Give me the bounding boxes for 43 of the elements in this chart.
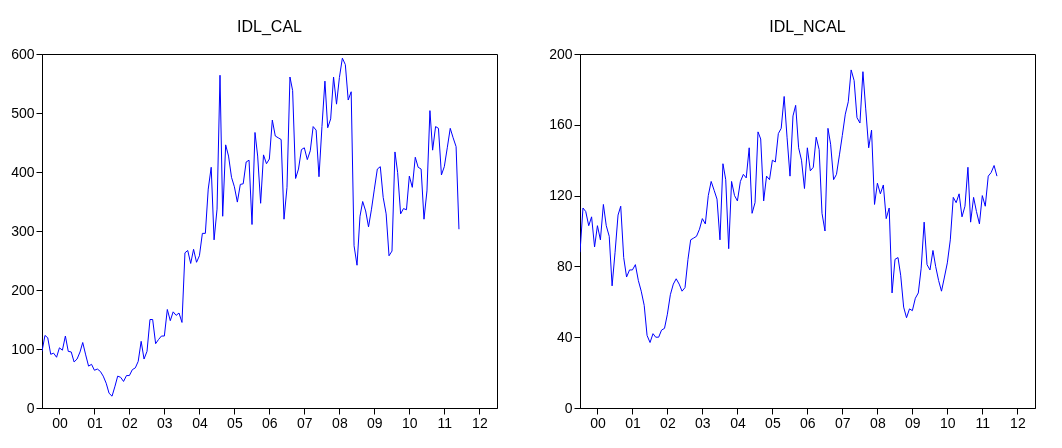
x-tick-label: 03 [157, 414, 173, 431]
x-tick-label: 03 [695, 414, 711, 431]
y-tick-label: 200 [549, 45, 573, 62]
x-tick-label: 08 [332, 414, 348, 431]
x-tick-label: 01 [625, 414, 641, 431]
x-tick-label: 08 [870, 414, 886, 431]
x-tick-label: 00 [590, 414, 606, 431]
x-tick-label: 12 [1010, 414, 1026, 431]
y-tick-label: 0 [564, 399, 573, 416]
y-tick-label: 40 [556, 328, 573, 345]
y-tick-label: 160 [549, 116, 573, 133]
x-tick-label: 02 [122, 414, 138, 431]
y-tick-label: 300 [11, 222, 35, 239]
y-tick-label: 400 [11, 163, 35, 180]
x-tick-label: 00 [52, 414, 68, 431]
x-tick-label: 05 [227, 414, 243, 431]
x-tick-label: 11 [975, 414, 991, 431]
line-series [580, 69, 998, 344]
y-tick-label: 80 [556, 257, 573, 274]
y-tick-label: 500 [11, 104, 35, 121]
x-tick-label: 06 [262, 414, 278, 431]
x-tick-label: 09 [367, 414, 383, 431]
x-tick-label: 06 [800, 414, 816, 431]
y-tick-label: 120 [549, 187, 573, 204]
y-tick-label: 600 [11, 45, 35, 62]
x-tick-label: 04 [192, 414, 208, 431]
y-tick-label: 100 [11, 340, 35, 357]
x-tick-label: 01 [87, 414, 103, 431]
x-tick-label: 10 [402, 414, 418, 431]
x-tick-label: 11 [437, 414, 453, 431]
chart-title: IDL_CAL [237, 18, 303, 36]
x-tick-label: 12 [472, 414, 488, 431]
chart-title: IDL_NCAL [769, 18, 846, 36]
x-tick-label: 02 [660, 414, 676, 431]
x-tick-label: 05 [765, 414, 781, 431]
x-tick-label: 10 [940, 414, 956, 431]
x-tick-label: 07 [835, 414, 851, 431]
line-series [42, 57, 460, 397]
y-tick-label: 0 [26, 399, 35, 416]
x-tick-label: 04 [730, 414, 746, 431]
y-tick-label: 200 [11, 281, 35, 298]
x-tick-label: 09 [905, 414, 921, 431]
x-tick-label: 07 [297, 414, 313, 431]
